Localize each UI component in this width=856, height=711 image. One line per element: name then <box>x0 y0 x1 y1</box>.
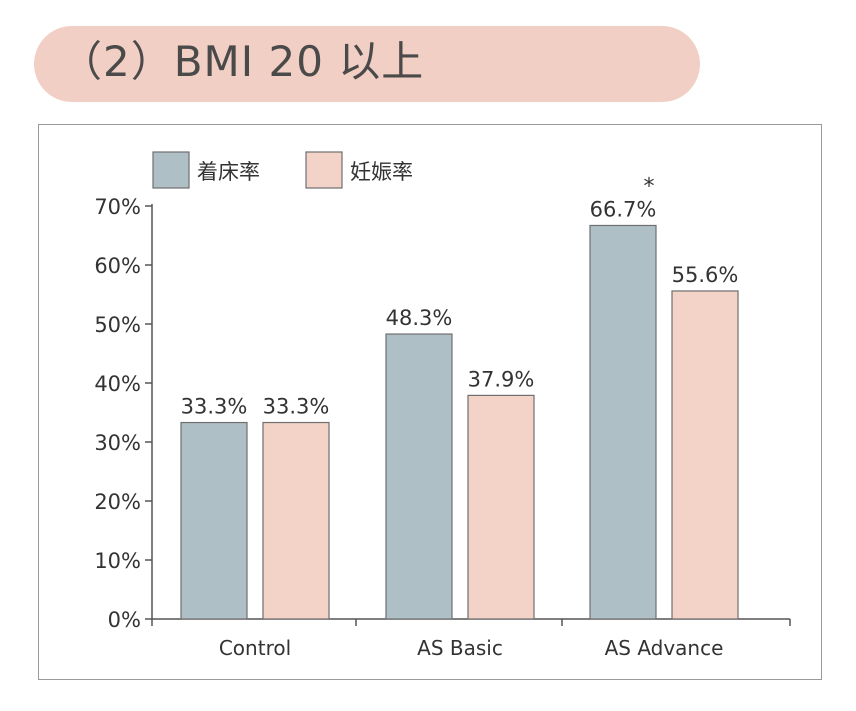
y-tick-label: 0% <box>108 608 141 632</box>
legend-swatch <box>152 151 190 189</box>
y-tick-label: 70% <box>94 195 141 219</box>
chart-title: （2）BMI 20 以上 <box>60 37 425 86</box>
legend-label: 妊娠率 <box>350 160 413 184</box>
bar <box>262 421 330 620</box>
bar <box>671 290 739 620</box>
y-tick-label: 40% <box>94 372 141 396</box>
legend-label: 着床率 <box>197 160 260 184</box>
y-tick-label: 10% <box>94 549 141 573</box>
bar-value-label: 55.6% <box>672 263 739 287</box>
title-banner <box>34 26 700 102</box>
x-category-label: AS Basic <box>417 636 503 660</box>
significance-asterisk: * <box>644 174 655 199</box>
x-category-label: Control <box>219 636 291 660</box>
y-tick-label: 60% <box>94 254 141 278</box>
chart-frame <box>38 124 822 680</box>
bar <box>589 224 657 620</box>
bar <box>467 394 535 620</box>
bar <box>385 333 453 620</box>
bar <box>180 421 248 620</box>
y-tick-label: 50% <box>94 313 141 337</box>
x-category-label: AS Advance <box>605 636 724 660</box>
bar-value-label: 48.3% <box>386 306 453 330</box>
bar-value-label: 66.7% <box>590 197 657 221</box>
legend-swatch <box>305 151 343 189</box>
bar-value-label: 33.3% <box>263 395 330 419</box>
bar-value-label: 37.9% <box>468 367 535 391</box>
y-tick-label: 30% <box>94 431 141 455</box>
y-tick-label: 20% <box>94 490 141 514</box>
bar-value-label: 33.3% <box>181 395 248 419</box>
